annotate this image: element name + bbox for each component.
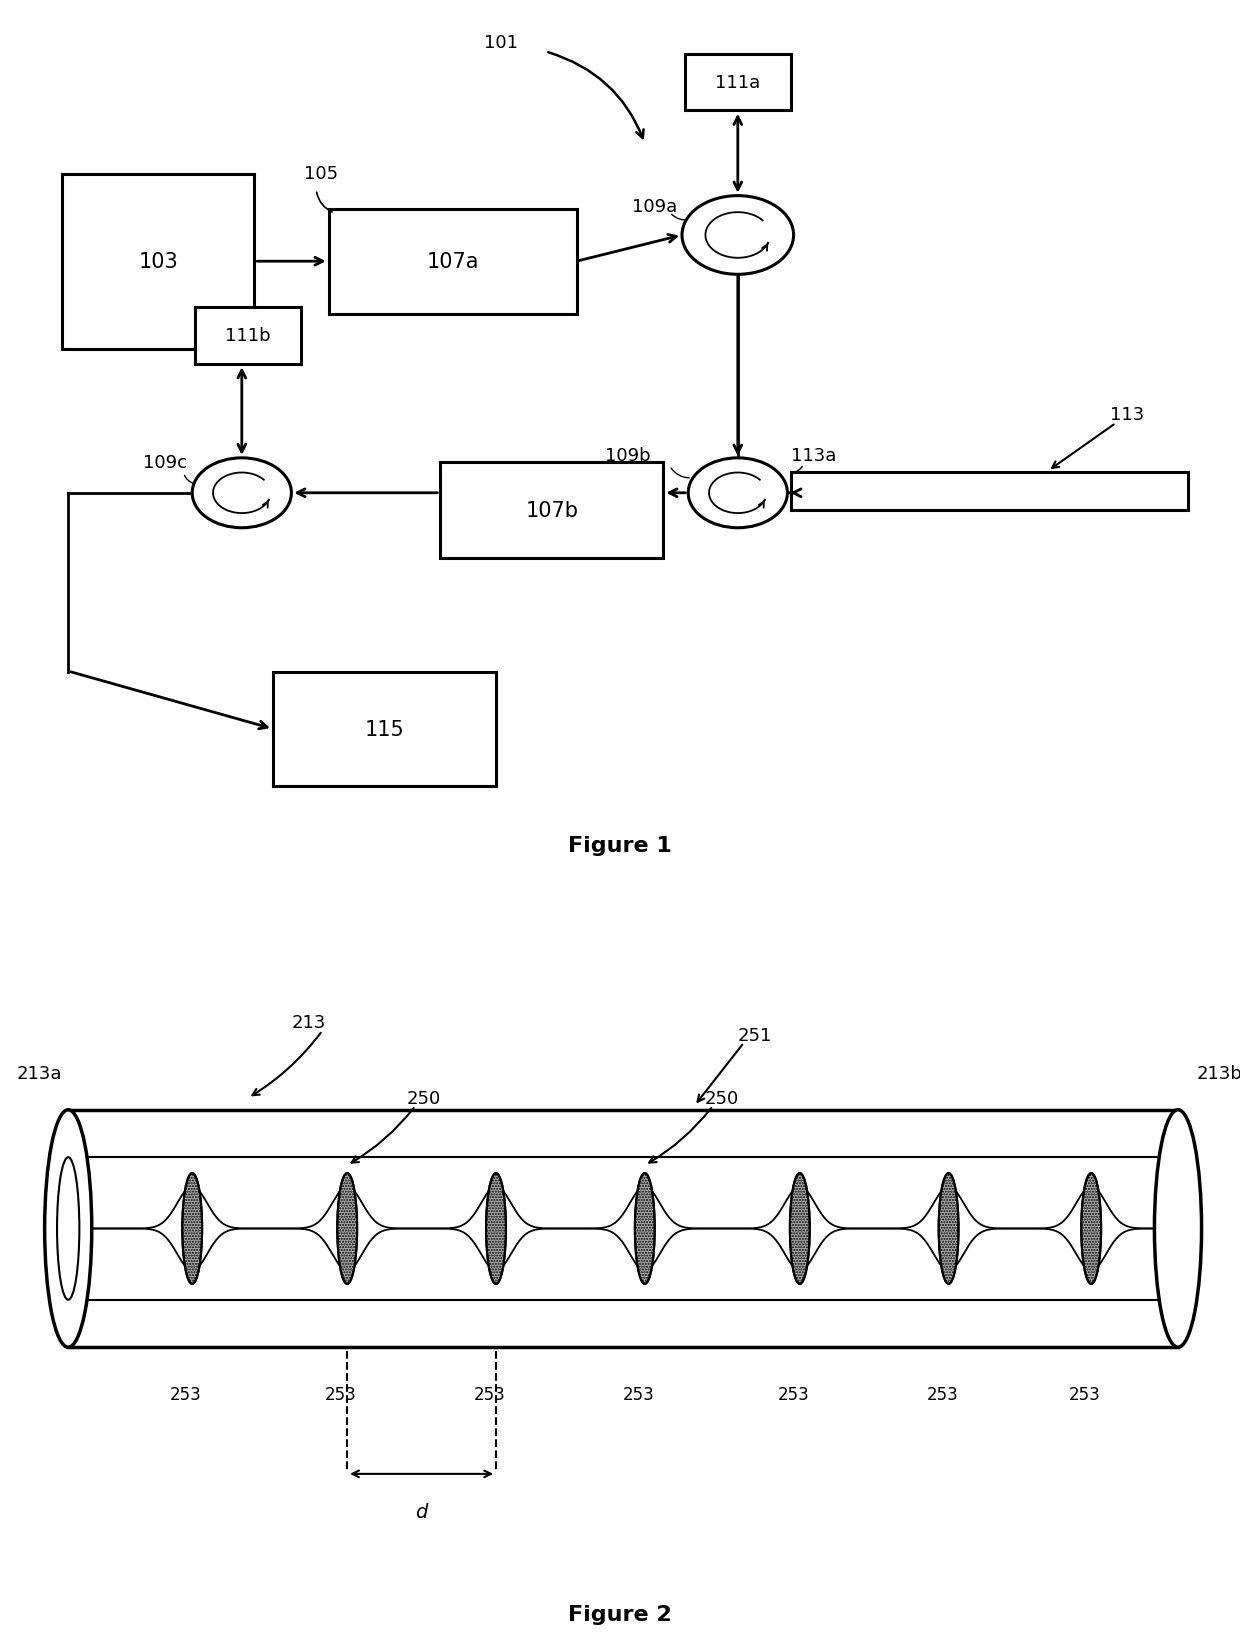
Circle shape [682,196,794,275]
Bar [791,473,1188,511]
Ellipse shape [45,1111,92,1348]
Ellipse shape [635,1173,655,1284]
Ellipse shape [182,1173,202,1284]
Ellipse shape [1081,1173,1101,1284]
Bar [62,175,254,349]
Text: 109a: 109a [632,198,677,216]
Bar [329,209,577,315]
Text: 213: 213 [291,1014,326,1032]
Text: 253: 253 [170,1384,202,1402]
Circle shape [688,458,787,529]
Bar [273,672,496,786]
Ellipse shape [57,1157,79,1300]
Text: 253: 253 [926,1384,959,1402]
Text: 253: 253 [622,1384,655,1402]
Text: 113: 113 [1110,405,1145,424]
Text: 213a: 213a [16,1065,62,1083]
Text: Figure 1: Figure 1 [568,836,672,855]
Bar [196,308,300,364]
Bar [440,463,663,559]
Text: 111a: 111a [715,74,760,92]
Text: 250: 250 [407,1089,441,1107]
Text: 109b: 109b [605,447,651,465]
Bar [684,54,791,112]
Text: 250: 250 [704,1089,739,1107]
Text: 103: 103 [138,252,179,272]
Text: 251: 251 [738,1027,773,1045]
Text: 213b: 213b [1197,1065,1240,1083]
Ellipse shape [790,1173,810,1284]
Text: 253: 253 [474,1384,506,1402]
Ellipse shape [939,1173,959,1284]
Text: 107b: 107b [526,501,578,521]
Ellipse shape [1154,1111,1202,1348]
Text: 107a: 107a [427,252,479,272]
Ellipse shape [486,1173,506,1284]
Circle shape [192,458,291,529]
Text: 105: 105 [304,165,339,183]
Text: 253: 253 [325,1384,357,1402]
Text: 253: 253 [777,1384,810,1402]
Text: Figure 2: Figure 2 [568,1604,672,1625]
Text: 253: 253 [1069,1384,1101,1402]
Text: 115: 115 [365,719,404,740]
Text: 111b: 111b [226,328,270,346]
Text: 101: 101 [484,35,517,53]
Text: 113a: 113a [791,447,837,465]
Text: d: d [415,1503,428,1521]
Ellipse shape [337,1173,357,1284]
Text: 109c: 109c [143,455,186,473]
